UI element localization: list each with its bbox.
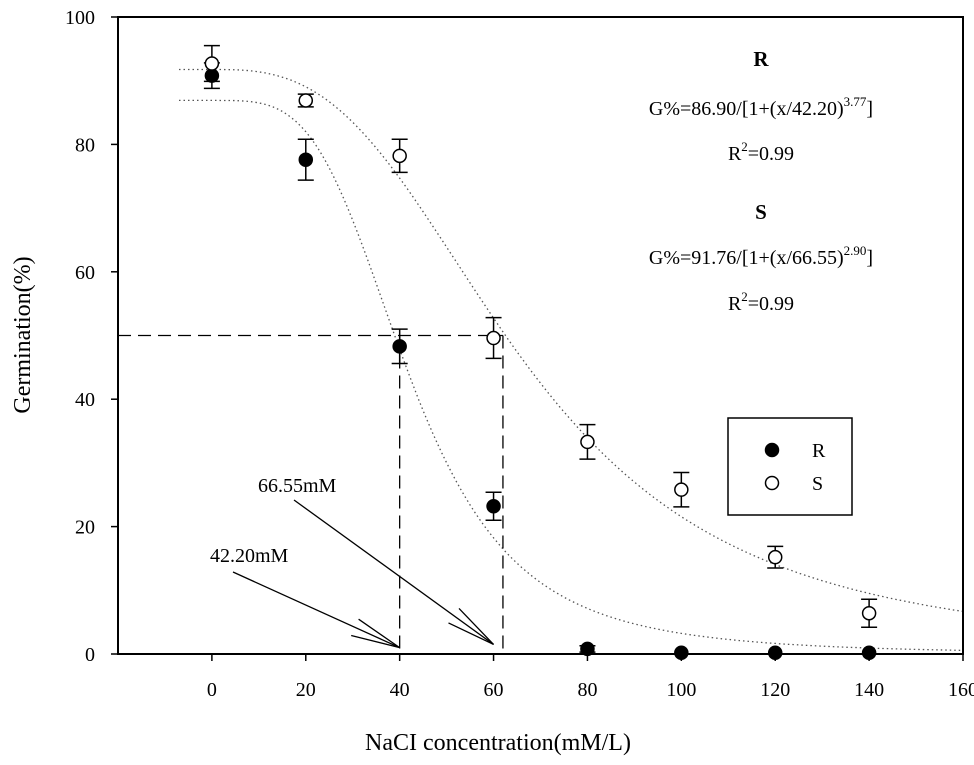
x-tick-label: 0: [207, 679, 217, 701]
x-axis-title: NaCI concentration(mM/L): [365, 730, 631, 756]
y-tick-label: 80: [75, 134, 95, 156]
arrow-42mm: [232, 571, 400, 649]
data-point-r: [580, 641, 595, 657]
equation-r: G%=86.90/[1+(x/42.20)3.77]: [649, 94, 873, 120]
equation-block: R G%=86.90/[1+(x/42.20)3.77] R2=0.99 S G…: [649, 47, 873, 315]
fit-curves: [179, 68, 964, 652]
equation-s-heading: S: [755, 200, 767, 224]
y-tick-label: 20: [75, 517, 95, 539]
y-tick-label: 0: [85, 644, 95, 666]
tick-marks: 0 20 40 60 80 100 120 140 160 0 20 40 60 80 100: [65, 7, 974, 701]
data-point-r: [861, 645, 877, 660]
equation-r-r2: R2=0.99: [728, 139, 794, 165]
annotation-66mm: 66.55mM: [258, 475, 337, 497]
equation-r-heading: R: [753, 47, 769, 71]
fit-curve-s: [179, 68, 964, 613]
axes: [117, 16, 964, 655]
x-tick-label: 80: [577, 679, 597, 701]
data-point-r: [486, 498, 501, 514]
x-tick-label: 60: [484, 679, 504, 701]
data-point-r: [392, 339, 407, 354]
data-point-r: [298, 152, 314, 167]
x-tick-label: 160: [948, 679, 974, 701]
arrow-42mm-head: [351, 618, 401, 649]
legend-label-r: R: [812, 440, 826, 462]
y-tick-label: 40: [75, 389, 95, 411]
reference-lines: [118, 334, 504, 654]
data-point-s: [861, 605, 877, 621]
data-point-s: [767, 549, 783, 565]
annotation-arrows: [232, 499, 495, 649]
data-point-r: [767, 645, 783, 660]
equation-s-r2: R2=0.99: [728, 289, 794, 315]
arrow-66mm: [293, 499, 494, 645]
data-points: [203, 44, 878, 660]
annotation-42mm: 42.20mM: [210, 545, 289, 567]
data-point-s: [486, 330, 501, 346]
data-point-r: [674, 645, 689, 660]
y-tick-label: 100: [65, 7, 95, 29]
legend-box: [727, 417, 853, 516]
arrow-66mm-head: [448, 607, 495, 646]
y-tick-label: 60: [75, 262, 95, 284]
data-point-s: [392, 148, 407, 164]
x-tick-label: 20: [296, 679, 316, 701]
legend-marker-s: [764, 475, 780, 491]
data-point-s: [298, 93, 314, 108]
x-tick-label: 120: [760, 679, 790, 701]
data-point-s: [580, 434, 595, 450]
legend-marker-r: [764, 442, 780, 458]
plot-frame: [117, 16, 964, 655]
data-point-s: [204, 56, 220, 71]
data-point-s: [674, 482, 689, 497]
x-tick-label: 100: [666, 679, 696, 701]
equation-s: G%=91.76/[1+(x/66.55)2.90]: [649, 243, 873, 269]
x-tick-label: 40: [390, 679, 410, 701]
y-axis-title: Germination(%): [10, 256, 36, 413]
legend-label-s: S: [812, 473, 823, 495]
x-tick-label: 140: [854, 679, 884, 701]
fit-curve-r: [179, 99, 964, 652]
legend: R S: [727, 417, 853, 516]
